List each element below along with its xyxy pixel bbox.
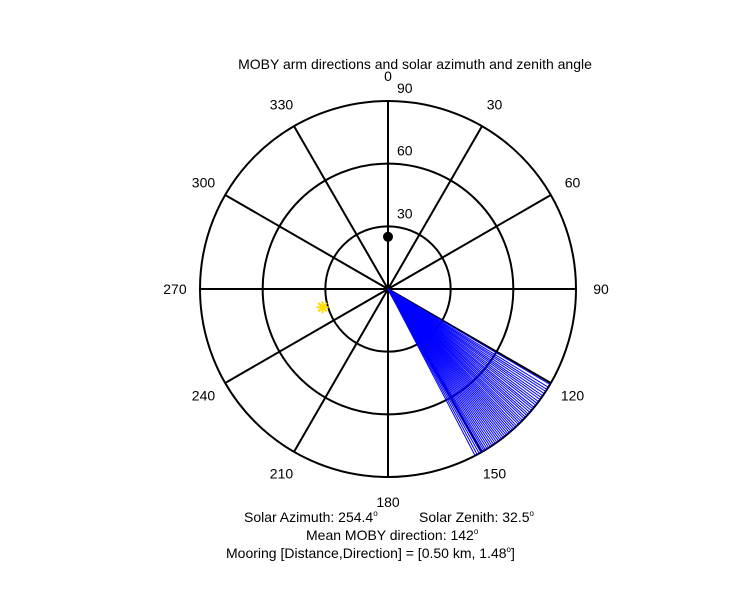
radial-tick-label-30: 30 xyxy=(397,205,413,221)
angle-labels: 30 60 90 0 30 60 90 120 150 180 210 240 270 300 330 xyxy=(163,68,609,510)
angle-label-180: 180 xyxy=(376,494,400,510)
angle-label-150: 150 xyxy=(483,466,507,482)
angle-label-30: 30 xyxy=(487,96,503,112)
angle-label-270: 270 xyxy=(163,281,187,297)
solar-zenith-text: Solar Zenith: 32.5o xyxy=(419,509,535,525)
angle-label-330: 330 xyxy=(270,96,294,112)
angle-label-120: 120 xyxy=(561,388,585,404)
point-markers xyxy=(316,231,393,314)
solar-azimuth-text: Solar Azimuth: 254.4o xyxy=(244,509,378,525)
arm-direction-line xyxy=(387,288,476,456)
mooring-text: Mooring [Distance,Direction] = [0.50 km,… xyxy=(226,545,515,561)
arm-directions xyxy=(387,288,551,456)
sun-position-marker xyxy=(316,301,329,314)
info-block: Solar Azimuth: 254.4o Solar Zenith: 32.5… xyxy=(226,509,535,561)
angle-label-90: 90 xyxy=(593,281,609,297)
mean-direction-text: Mean MOBY direction: 142o xyxy=(306,527,479,543)
radial-tick-label-60: 60 xyxy=(397,143,413,159)
angle-label-240: 240 xyxy=(192,388,216,404)
sun-marker-core xyxy=(319,304,326,311)
moby-point-marker xyxy=(383,231,393,242)
angle-label-300: 300 xyxy=(192,174,216,190)
angle-label-0: 0 xyxy=(384,68,392,84)
chart-title: MOBY arm directions and solar azimuth an… xyxy=(238,56,592,72)
angle-label-60: 60 xyxy=(565,174,581,190)
radial-tick-label-90: 90 xyxy=(397,80,413,96)
angle-label-210: 210 xyxy=(270,466,294,482)
arm-direction-line xyxy=(387,288,551,385)
